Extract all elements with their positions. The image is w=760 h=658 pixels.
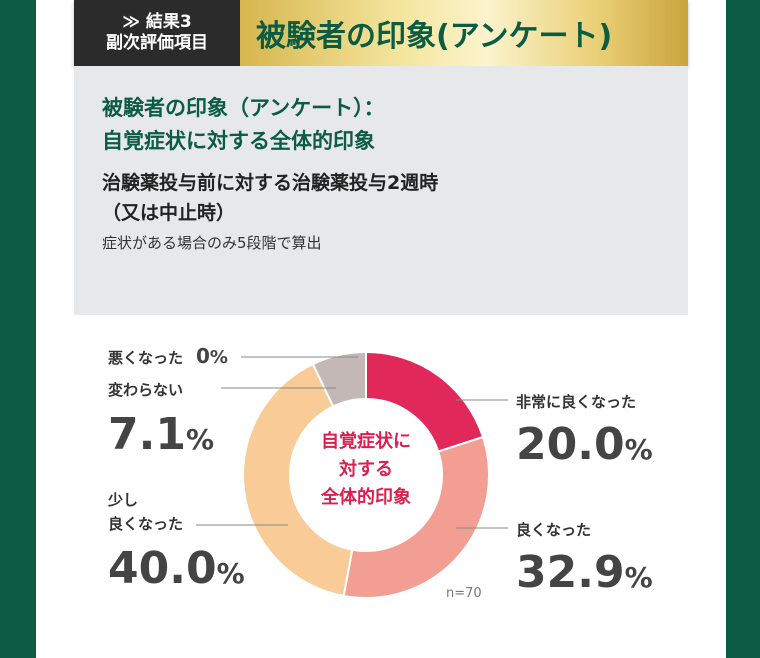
section-title: 被験者の印象(アンケート)	[240, 0, 688, 66]
slice-label-4: 悪くなった	[108, 349, 183, 367]
center-label-line-1: 対する	[338, 458, 393, 480]
slice-3	[311, 350, 367, 408]
percent-sign-1: %	[625, 561, 653, 594]
slice-1	[342, 435, 490, 599]
percent-sign-3: %	[186, 423, 214, 456]
info-title-line1: 被験者の印象（アンケート）：	[102, 96, 385, 120]
slice-label-0: 非常に良くなった	[516, 393, 636, 411]
slice-label-3: 変わらない	[108, 381, 183, 399]
info-note: 症状がある場合のみ5段階で算出	[102, 233, 322, 252]
info-subtitle-line1: 治験薬投与前に対する治験薬投与2週時	[102, 172, 439, 195]
slice-value-2: 40.0%	[108, 543, 245, 594]
info-title-line2: 自覚症状に対する全体的印象	[102, 128, 375, 153]
info-subtitle-line2: （又は中止時）	[102, 201, 236, 224]
slice-value-0: 20.0%	[516, 419, 653, 470]
slice-value-1: 32.9%	[516, 547, 653, 598]
result-tag-line1: ≫ 結果3	[122, 11, 192, 32]
slice-label-1: 良くなった	[516, 521, 591, 539]
percent-sign-0: %	[625, 433, 653, 466]
result-tag: ≫ 結果3 副次評価項目	[74, 0, 240, 66]
sample-size-label: n=70	[446, 586, 482, 601]
page: ≫ 結果3 副次評価項目 被験者の印象(アンケート) 被験者の印象（アンケート）…	[36, 0, 726, 658]
center-label-line-2: 全体的印象	[320, 486, 411, 508]
info-panel: 被験者の印象（アンケート）： 自覚症状に対する全体的印象 治験薬投与前に対する治…	[74, 66, 688, 315]
result-tag-line2: 副次評価項目	[106, 33, 208, 53]
slice-value-3: 7.1%	[108, 409, 214, 460]
slice-label-2-line-0: 少し	[107, 491, 138, 509]
percent-sign-4: %	[210, 347, 228, 368]
slice-2	[242, 362, 354, 598]
donut-chart: 自覚症状に対する全体的印象 n=70 非常に良くなった 20.0% 良くなった 32.9%…	[36, 315, 726, 658]
slice-label-2-line-1: 良くなった	[108, 515, 183, 533]
donut-chart-svg: 自覚症状に対する全体的印象 n=70 非常に良くなった 20.0% 良くなった 32.9%…	[107, 344, 653, 601]
percent-sign-2: %	[217, 557, 245, 590]
slice-value-4: 0%	[196, 344, 228, 368]
section-header: ≫ 結果3 副次評価項目 被験者の印象(アンケート)	[74, 0, 688, 66]
center-label-line-0: 自覚症状に	[321, 430, 411, 452]
